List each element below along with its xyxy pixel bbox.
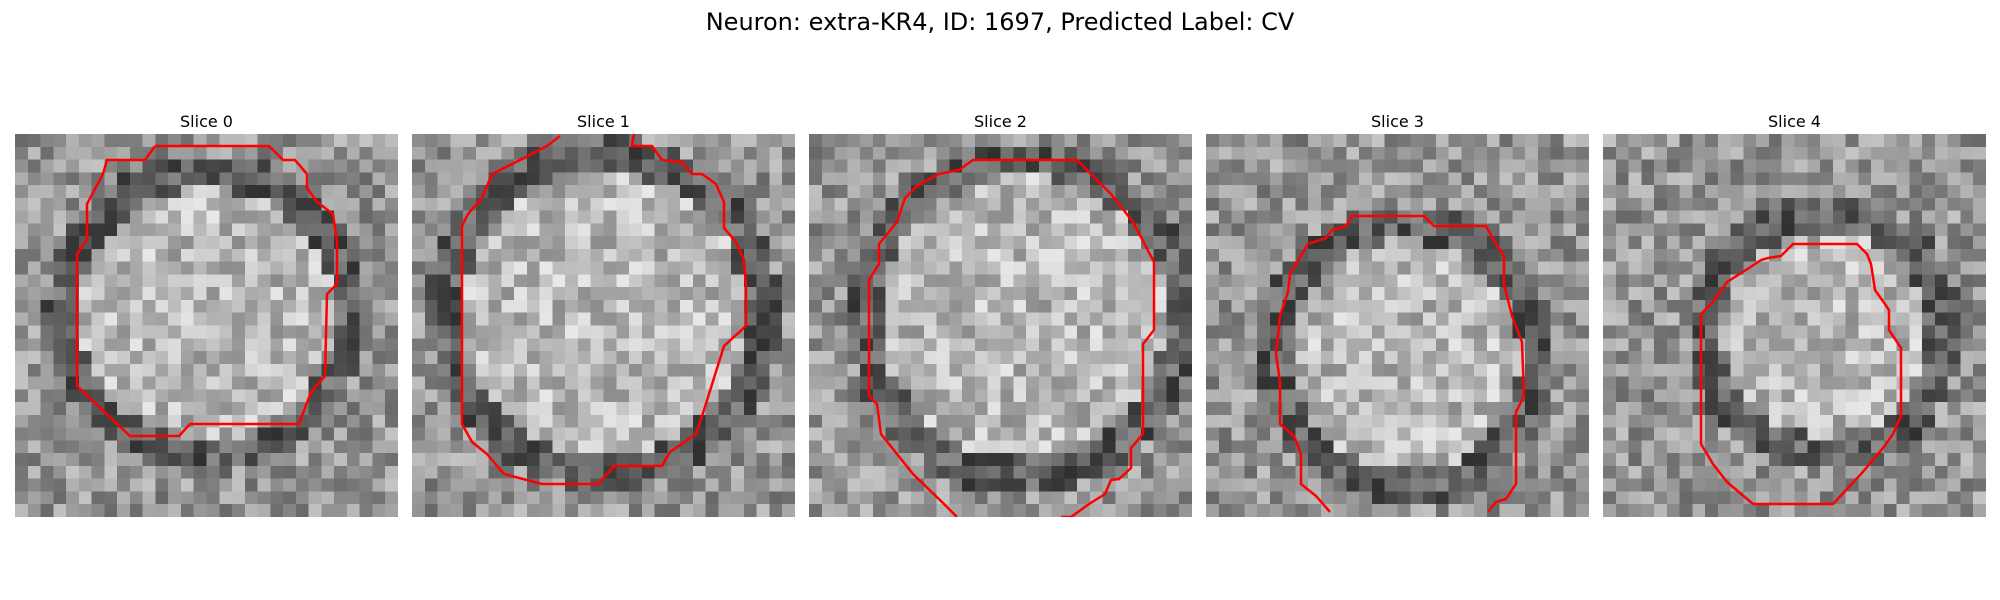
slice-panel-1: Slice 1 bbox=[412, 110, 795, 517]
slice-title: Slice 2 bbox=[974, 112, 1027, 131]
segmentation-contour bbox=[75, 144, 339, 438]
grayscale-texture bbox=[15, 134, 398, 517]
grayscale-texture bbox=[809, 134, 1192, 517]
slice-image bbox=[15, 134, 398, 517]
slice-panel-4: Slice 4 bbox=[1603, 110, 1986, 517]
slice-panel-3: Slice 3 bbox=[1206, 110, 1589, 517]
slice-image bbox=[1206, 134, 1589, 517]
grayscale-texture bbox=[1206, 134, 1589, 517]
grayscale-texture bbox=[412, 134, 795, 517]
slice-image bbox=[809, 134, 1192, 517]
segmentation-contour bbox=[1699, 242, 1903, 506]
figure-title: Neuron: extra-KR4, ID: 1697, Predicted L… bbox=[705, 8, 1295, 36]
slice-title: Slice 3 bbox=[1371, 112, 1424, 131]
slice-image bbox=[412, 134, 795, 517]
segmentation-contour bbox=[460, 134, 748, 486]
slice-image bbox=[1603, 134, 1986, 517]
grayscale-texture bbox=[1603, 134, 1986, 517]
slice-panel-0: Slice 0 bbox=[15, 110, 398, 517]
slice-title: Slice 4 bbox=[1768, 112, 1821, 131]
segmentation-contour bbox=[1274, 214, 1526, 513]
slice-panel-2: Slice 2 bbox=[809, 110, 1192, 517]
slice-title: Slice 0 bbox=[180, 112, 233, 131]
slice-title: Slice 1 bbox=[577, 112, 630, 131]
segmentation-contour bbox=[867, 158, 1156, 517]
